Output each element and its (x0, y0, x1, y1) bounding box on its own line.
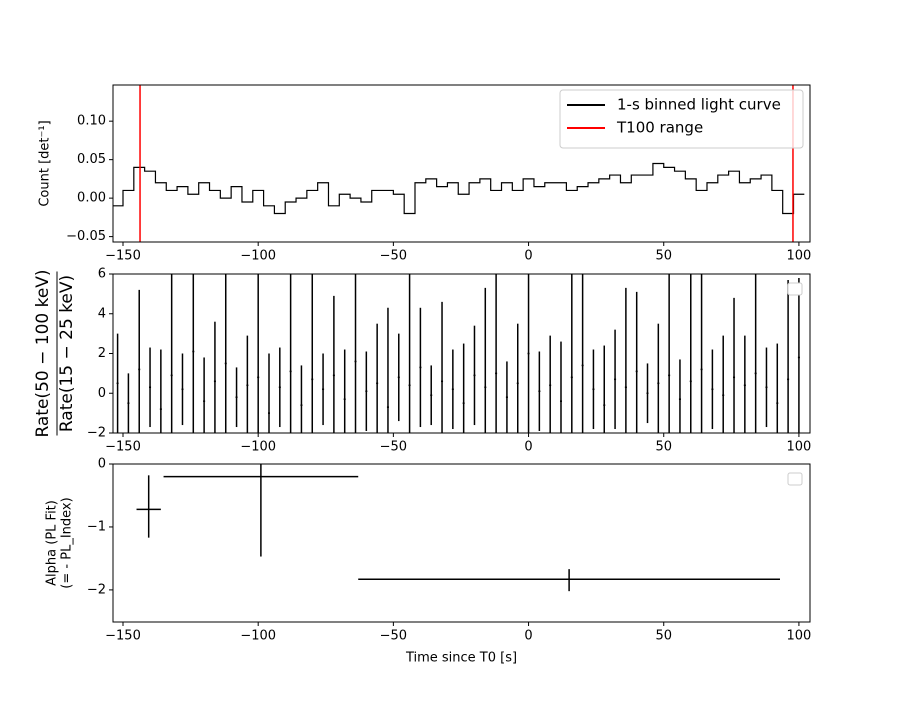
legend-box (787, 282, 803, 296)
x-tick-label: 0 (524, 629, 532, 644)
x-tick-label: 50 (655, 440, 672, 455)
y-tick-label: 4 (98, 306, 106, 321)
plot-area (136, 464, 780, 592)
x-tick-label: 50 (655, 629, 672, 644)
axes-frame (112, 273, 811, 434)
x-axis-label: Time since T0 [s] (405, 651, 517, 666)
legend-label: T100 range (616, 119, 703, 137)
y-axis-label: Rate(50 − 100 keV) (33, 269, 53, 437)
y-tick-label: 6 (98, 267, 106, 282)
y-tick-label: 0.05 (77, 152, 106, 167)
y-tick-label: 0 (98, 457, 106, 472)
x-tick-label: −50 (380, 440, 407, 455)
plot-area (113, 162, 805, 215)
x-tick-label: −100 (240, 440, 276, 455)
y-tick-label: 0.10 (77, 114, 106, 129)
y-axis-label: Rate(15 − 25 keV) (57, 275, 77, 432)
x-tick-label: 100 (787, 440, 812, 455)
y-axis-label: (= - PL_Index) (60, 497, 75, 588)
x-tick-label: 0 (524, 249, 532, 264)
y-tick-label: −2 (87, 426, 106, 441)
y-axis-label: Alpha (PL Fit) (45, 500, 60, 586)
light-curve (113, 162, 805, 215)
legend-label: 1-s binned light curve (617, 96, 781, 114)
y-tick-label: −2 (87, 582, 106, 597)
plot-area (116, 274, 800, 433)
x-tick-label: −150 (105, 440, 141, 455)
legend-box (559, 89, 804, 149)
x-tick-label: −100 (240, 629, 276, 644)
x-tick-label: −50 (380, 249, 407, 264)
x-tick-label: −150 (105, 629, 141, 644)
x-tick-label: −150 (105, 249, 141, 264)
x-tick-label: 100 (787, 249, 812, 264)
y-tick-label: 2 (98, 346, 106, 361)
y-tick-label: 0 (98, 386, 106, 401)
y-axis-label: Count [det⁻¹] (38, 120, 53, 206)
x-tick-label: 0 (524, 440, 532, 455)
axes-frame (112, 463, 811, 623)
y-tick-label: −0.05 (66, 229, 106, 244)
y-tick-label: 0.00 (77, 191, 106, 206)
axes-frame (112, 84, 811, 243)
x-tick-label: −50 (380, 629, 407, 644)
legend-box (787, 472, 803, 486)
x-tick-label: −100 (240, 249, 276, 264)
y-tick-label: −1 (87, 519, 106, 534)
x-tick-label: 100 (787, 629, 812, 644)
x-tick-label: 50 (655, 249, 672, 264)
